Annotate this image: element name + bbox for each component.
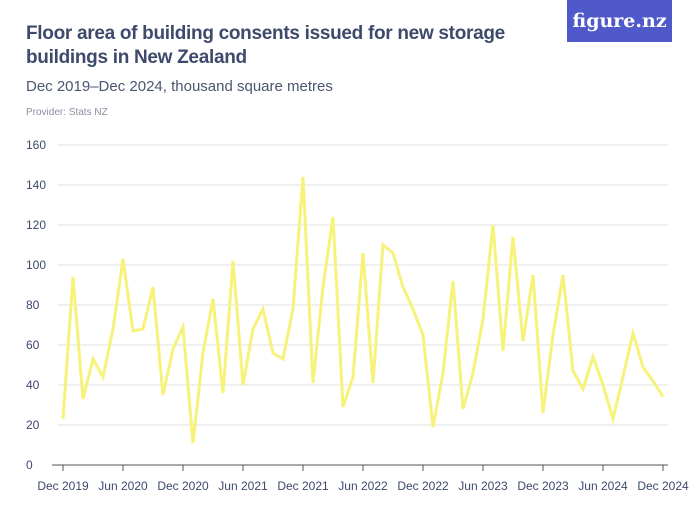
y-tick-label: 140: [26, 178, 46, 192]
x-tick-label: Dec 2022: [397, 479, 449, 493]
x-tick-label: Jun 2021: [218, 479, 268, 493]
y-tick-label: 40: [26, 378, 40, 392]
x-tick-label: Dec 2020: [157, 479, 209, 493]
figure-nz-logo[interactable]: figure.nz: [567, 0, 672, 42]
y-tick-label: 0: [26, 458, 33, 472]
x-tick-label: Dec 2019: [37, 479, 89, 493]
y-tick-label: 100: [26, 258, 46, 272]
chart-subtitle: Dec 2019–Dec 2024, thousand square metre…: [26, 78, 333, 95]
x-tick-label: Jun 2024: [578, 479, 628, 493]
x-tick-label: Jun 2020: [98, 479, 148, 493]
x-tick-label: Jun 2022: [338, 479, 388, 493]
x-tick-label: Dec 2021: [277, 479, 329, 493]
y-tick-label: 80: [26, 298, 40, 312]
x-tick-label: Dec 2024: [637, 479, 689, 493]
y-tick-label: 120: [26, 218, 46, 232]
y-tick-label: 60: [26, 338, 40, 352]
x-tick-label: Dec 2023: [517, 479, 569, 493]
y-tick-label: 20: [26, 418, 40, 432]
provider-label: Provider: Stats NZ: [26, 107, 108, 118]
chart-title: Floor area of building consents issued f…: [26, 23, 505, 68]
x-tick-label: Jun 2023: [458, 479, 508, 493]
data-line: [61, 176, 665, 444]
y-tick-label: 160: [26, 138, 46, 152]
